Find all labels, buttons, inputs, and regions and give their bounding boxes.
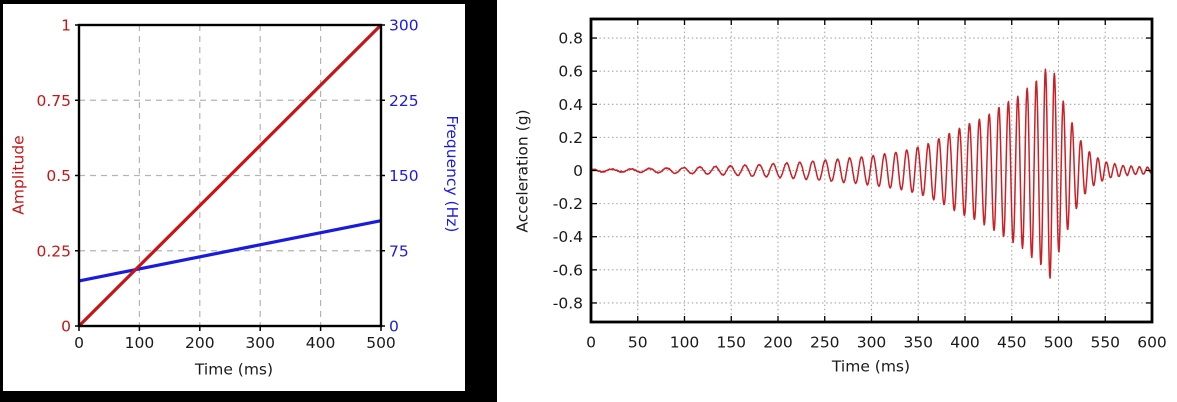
left-y-tick-label: 0.75 bbox=[36, 92, 71, 110]
y-tick-label: 0.6 bbox=[558, 63, 583, 81]
y-tick-label: -0.8 bbox=[553, 294, 583, 312]
right-time-axis-title: Time (ms) bbox=[831, 357, 911, 376]
x-tick-label: 150 bbox=[716, 334, 746, 352]
y-tick-label: -0.2 bbox=[553, 195, 583, 213]
right-y-tick-label: 75 bbox=[389, 242, 409, 260]
left-y-tick-label: 0.5 bbox=[46, 167, 71, 185]
x-tick-label: 550 bbox=[1090, 334, 1120, 352]
x-tick-label: 100 bbox=[125, 334, 155, 352]
right-chart-panel: 0 50 100 150 200 250 300 350 400 450 500 550 600 0.8 0… bbox=[497, 0, 1177, 402]
left-y-tick-label: 0 bbox=[61, 318, 71, 336]
amplitude-frequency-chart: 0 100 200 300 400 50000.250.50.75107515022530… bbox=[36, 17, 419, 353]
x-tick-label: 0 bbox=[74, 334, 84, 352]
waveform-series-line bbox=[590, 68, 1153, 279]
x-tick-label: 250 bbox=[810, 334, 840, 352]
x-tick-label: 300 bbox=[857, 334, 887, 352]
y-tick-label: 0.4 bbox=[558, 96, 583, 114]
y-tick-label: 0.2 bbox=[558, 129, 583, 147]
right-y-tick-label: 300 bbox=[389, 17, 419, 35]
left-chart-panel: 0 100 200 300 400 500 0 0.25 0.5 0.75 1 0 75 150 225 30… bbox=[0, 0, 497, 402]
x-tick-label: 200 bbox=[763, 334, 793, 352]
x-tick-label: 400 bbox=[950, 334, 980, 352]
acceleration-waveform-chart: 0 50 100 150 200 250 300 350 400 450 500 550 600 0.8 0… bbox=[553, 17, 1167, 352]
y-tick-label: -0.4 bbox=[553, 228, 583, 246]
x-tick-label: 600 bbox=[1137, 334, 1167, 352]
x-tick-label: 500 bbox=[1044, 334, 1074, 352]
x-tick-label: 300 bbox=[245, 334, 275, 352]
acceleration-axis-title: Acceleration (g) bbox=[513, 109, 532, 233]
right-y-tick-label: 150 bbox=[389, 167, 419, 185]
left-y-tick-label: 0.25 bbox=[36, 242, 71, 260]
x-tick-label: 200 bbox=[185, 334, 215, 352]
right-y-tick-label: 0 bbox=[389, 318, 399, 336]
x-tick-label: 400 bbox=[306, 334, 336, 352]
right-y-tick-label: 225 bbox=[389, 92, 419, 110]
left-time-axis-title: Time (ms) bbox=[194, 360, 274, 379]
amplitude-axis-title: Amplitude bbox=[9, 135, 28, 215]
x-tick-label: 0 bbox=[586, 334, 596, 352]
x-tick-label: 100 bbox=[670, 334, 700, 352]
frequency-axis-title: Frequency (Hz) bbox=[442, 115, 461, 233]
y-tick-label: 0 bbox=[573, 162, 583, 180]
left-y-tick-label: 1 bbox=[61, 17, 71, 35]
left-chart-area: 0 100 200 300 400 500 0 0.25 0.5 0.75 1 0 75 150 225 30… bbox=[3, 4, 465, 391]
x-tick-label: 500 bbox=[366, 334, 396, 352]
x-tick-label: 50 bbox=[628, 334, 648, 352]
x-tick-label: 350 bbox=[903, 334, 933, 352]
y-tick-label: -0.6 bbox=[553, 261, 583, 279]
y-tick-label: 0.8 bbox=[558, 30, 583, 48]
series-line-frequency-hz- bbox=[78, 219, 382, 283]
x-tick-label: 450 bbox=[997, 334, 1027, 352]
series-line-amplitude bbox=[77, 23, 383, 328]
